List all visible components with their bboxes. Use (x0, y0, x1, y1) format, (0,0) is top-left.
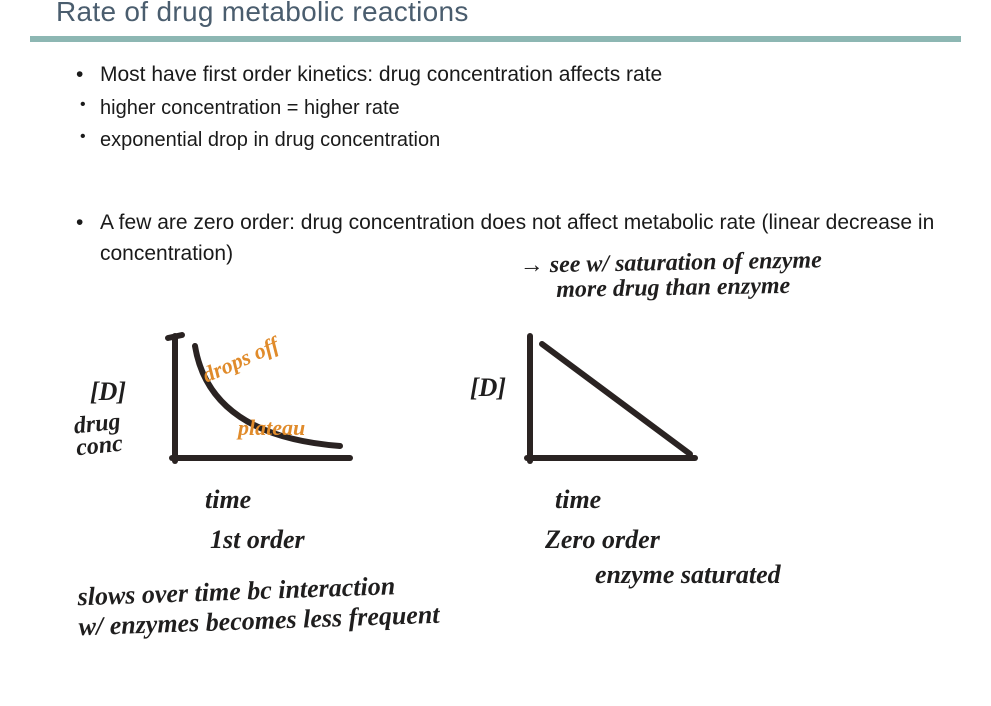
bullet-content: Most have first order kinetics: drug con… (0, 60, 991, 269)
annot-plateau: plateau (238, 416, 305, 439)
sub-bullet-higher-conc: higher concentration = higher rate (100, 92, 935, 124)
annot-drops-off: drops off (199, 333, 282, 387)
annot-enzyme-sat: enzyme saturated (595, 561, 781, 588)
annot-d-left: [D] (90, 378, 126, 405)
bullet-first-order-text: Most have first order kinetics: drug con… (100, 63, 662, 86)
annot-time-right: time (555, 486, 601, 513)
right-linear-curve (542, 344, 690, 454)
bullet-first-order: Most have first order kinetics: drug con… (100, 60, 935, 156)
annot-slows: slows over time bc interaction w/ enzyme… (77, 570, 440, 642)
annot-first-order: 1st order (210, 526, 305, 553)
sub-bullet-exp-drop: exponential drop in drug concentration (100, 124, 935, 156)
title-divider (30, 36, 961, 42)
page-title: Rate of drug metabolic reactions (0, 0, 991, 36)
annot-time-left: time (205, 486, 251, 513)
annot-drug-conc: drug conc (73, 412, 124, 460)
left-y-tick (168, 335, 182, 338)
annot-zero-order: Zero order (545, 526, 660, 553)
annot-see-saturation: → see w/ saturation of enzyme more drug … (520, 248, 823, 304)
annot-d-right: [D] (470, 374, 506, 401)
